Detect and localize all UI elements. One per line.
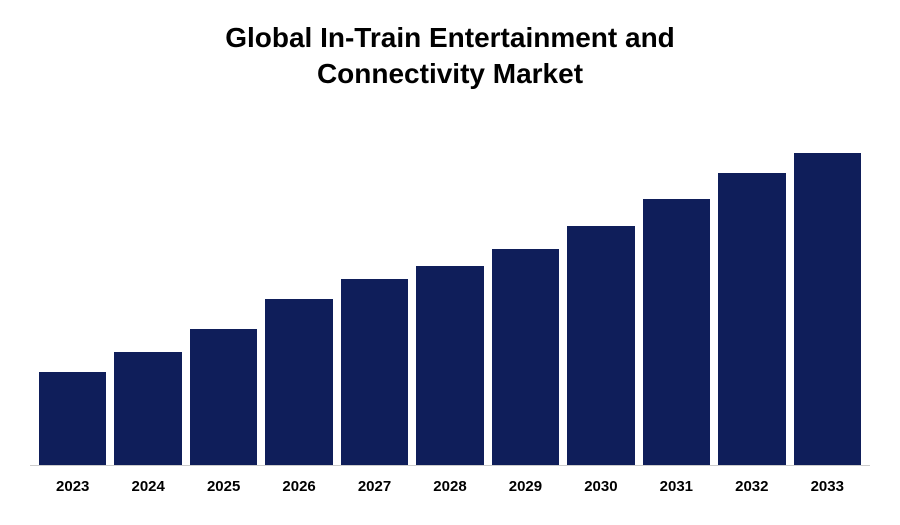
x-axis-label: 2033 xyxy=(794,478,861,495)
chart-title-line2: Connectivity Market xyxy=(317,58,583,89)
x-axis-labels: 2023 2024 2025 2026 2027 2028 2029 2030 2031 2032… xyxy=(30,466,870,495)
bar-group xyxy=(718,133,785,465)
bar xyxy=(567,226,634,465)
bar-group xyxy=(643,133,710,465)
x-axis-label: 2031 xyxy=(643,478,710,495)
x-axis-label: 2028 xyxy=(416,478,483,495)
bar-group xyxy=(341,133,408,465)
bar-group xyxy=(492,133,559,465)
x-axis-label: 2024 xyxy=(114,478,181,495)
x-axis-label: 2025 xyxy=(190,478,257,495)
bar xyxy=(341,279,408,465)
bar-group xyxy=(416,133,483,465)
bars-wrapper xyxy=(30,133,870,466)
x-axis-label: 2023 xyxy=(39,478,106,495)
bar-group xyxy=(265,133,332,465)
bar xyxy=(416,266,483,465)
bar-group xyxy=(794,133,861,465)
bar-group xyxy=(567,133,634,465)
bar xyxy=(265,299,332,465)
x-axis-label: 2032 xyxy=(718,478,785,495)
bar-chart: Global In-Train Entertainment and Connec… xyxy=(0,0,900,525)
bar xyxy=(39,372,106,465)
bar-group xyxy=(114,133,181,465)
bar xyxy=(492,249,559,465)
chart-title-line1: Global In-Train Entertainment and xyxy=(225,22,675,53)
plot-area: 2023 2024 2025 2026 2027 2028 2029 2030 2031 2032… xyxy=(30,133,870,495)
bar xyxy=(190,329,257,465)
x-axis-label: 2030 xyxy=(567,478,634,495)
bar xyxy=(643,199,710,465)
bar-group xyxy=(190,133,257,465)
bar xyxy=(718,173,785,465)
x-axis-label: 2029 xyxy=(492,478,559,495)
x-axis-label: 2027 xyxy=(341,478,408,495)
chart-title: Global In-Train Entertainment and Connec… xyxy=(30,20,870,93)
bar-group xyxy=(39,133,106,465)
bar xyxy=(114,352,181,465)
x-axis-label: 2026 xyxy=(265,478,332,495)
bar xyxy=(794,153,861,465)
